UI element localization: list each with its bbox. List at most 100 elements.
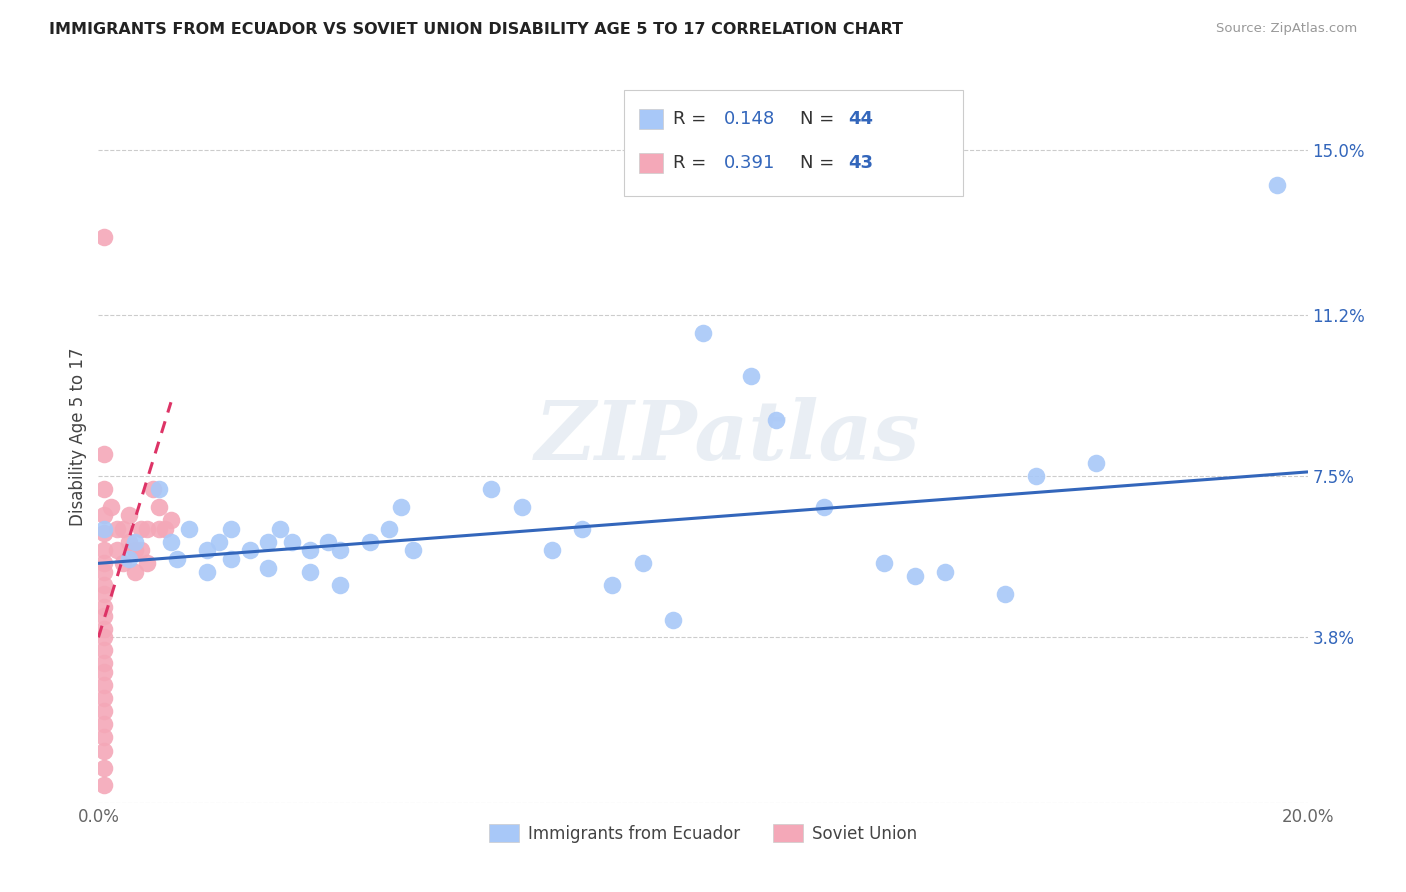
Point — [135, 557, 157, 571]
Point — [299, 543, 322, 558]
Point — [93, 557, 115, 571]
Point — [571, 521, 593, 535]
Point — [740, 369, 762, 384]
Point — [93, 229, 115, 244]
Point — [360, 534, 382, 549]
Point — [93, 778, 115, 792]
Point — [661, 613, 683, 627]
Point — [329, 543, 352, 558]
Text: 0.391: 0.391 — [724, 153, 775, 172]
Point — [402, 543, 425, 558]
Point — [93, 599, 115, 614]
Point — [221, 552, 243, 566]
Point — [208, 534, 231, 549]
Text: 0.148: 0.148 — [724, 110, 775, 128]
Point — [105, 521, 128, 535]
Point — [873, 557, 896, 571]
Point — [93, 678, 115, 692]
Text: ZIPatlas: ZIPatlas — [534, 397, 920, 477]
Point — [118, 508, 141, 523]
Point — [765, 412, 787, 426]
Point — [118, 552, 141, 566]
Text: Source: ZipAtlas.com: Source: ZipAtlas.com — [1216, 22, 1357, 36]
Point — [129, 543, 152, 558]
Text: N =: N = — [800, 110, 839, 128]
Point — [148, 500, 170, 514]
Point — [994, 587, 1017, 601]
Point — [166, 552, 188, 566]
Text: N =: N = — [800, 153, 839, 172]
Point — [93, 448, 115, 462]
Point — [602, 578, 624, 592]
Point — [481, 483, 503, 497]
Point — [179, 521, 201, 535]
Point — [510, 500, 533, 514]
Point — [316, 534, 339, 549]
Point — [631, 557, 654, 571]
Point — [118, 534, 141, 549]
Point — [813, 500, 835, 514]
Y-axis label: Disability Age 5 to 17: Disability Age 5 to 17 — [69, 348, 87, 526]
Point — [256, 560, 278, 574]
Point — [93, 631, 115, 645]
Point — [93, 587, 115, 601]
Point — [124, 565, 146, 579]
Point — [195, 565, 218, 579]
FancyBboxPatch shape — [638, 109, 664, 129]
Point — [299, 565, 322, 579]
Point — [540, 543, 562, 558]
Point — [93, 521, 115, 535]
Point — [129, 521, 152, 535]
Point — [148, 521, 170, 535]
Point — [111, 557, 134, 571]
Point — [93, 525, 115, 540]
Point — [93, 691, 115, 706]
Point — [160, 513, 183, 527]
Point — [93, 483, 115, 497]
Point — [93, 543, 115, 558]
Point — [93, 657, 115, 671]
Text: R =: R = — [672, 153, 711, 172]
Point — [239, 543, 262, 558]
Point — [93, 705, 115, 719]
Point — [93, 608, 115, 623]
Point — [269, 521, 291, 535]
Point — [124, 534, 146, 549]
Point — [1024, 469, 1046, 483]
Point — [93, 717, 115, 731]
Point — [100, 500, 122, 514]
Point — [1085, 456, 1108, 470]
Text: 43: 43 — [848, 153, 873, 172]
Point — [135, 521, 157, 535]
Point — [1267, 178, 1289, 192]
Point — [329, 578, 352, 592]
Point — [221, 521, 243, 535]
Point — [153, 521, 176, 535]
Point — [124, 543, 146, 558]
Point — [148, 483, 170, 497]
Point — [142, 483, 165, 497]
Point — [93, 743, 115, 757]
Point — [256, 534, 278, 549]
Point — [281, 534, 304, 549]
Point — [93, 665, 115, 680]
Point — [934, 565, 956, 579]
Point — [195, 543, 218, 558]
Point — [377, 521, 399, 535]
Point — [93, 622, 115, 636]
Point — [93, 643, 115, 657]
Text: R =: R = — [672, 110, 711, 128]
Point — [692, 326, 714, 340]
Legend: Immigrants from Ecuador, Soviet Union: Immigrants from Ecuador, Soviet Union — [482, 818, 924, 849]
Text: 44: 44 — [848, 110, 873, 128]
Point — [111, 521, 134, 535]
Point — [93, 565, 115, 579]
Point — [105, 543, 128, 558]
Point — [389, 500, 412, 514]
FancyBboxPatch shape — [624, 90, 963, 195]
Point — [93, 731, 115, 745]
Point — [93, 508, 115, 523]
Text: IMMIGRANTS FROM ECUADOR VS SOVIET UNION DISABILITY AGE 5 TO 17 CORRELATION CHART: IMMIGRANTS FROM ECUADOR VS SOVIET UNION … — [49, 22, 903, 37]
Point — [93, 761, 115, 775]
Point — [904, 569, 927, 583]
